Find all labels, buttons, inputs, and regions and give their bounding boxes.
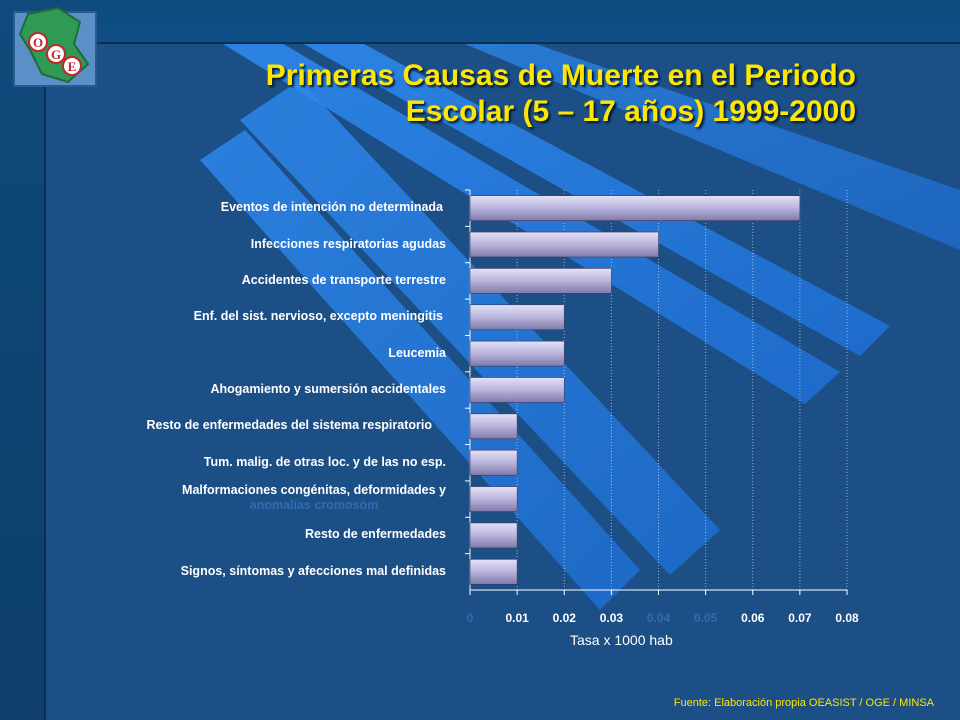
category-label: Infecciones respiratorias agudas [250, 236, 446, 251]
x-tick-label: 0.05 [693, 611, 718, 625]
svg-text:G: G [51, 47, 61, 62]
source-note: Fuente: Elaboración propia OEASIST / OGE… [673, 697, 934, 709]
x-tick-label: 0.06 [741, 611, 765, 625]
oge-logo: O G E [13, 6, 97, 87]
category-label: Eventos de intención no determinada [220, 200, 443, 215]
chart-title: Primeras Causas de Muerte en el Periodo … [96, 58, 856, 130]
category-label: Resto de enfermedades del sistema respir… [146, 418, 432, 433]
title-line-1: Primeras Causas de Muerte en el Periodo [265, 59, 856, 92]
category-label: Signos, síntomas y afecciones mal defini… [180, 563, 446, 578]
category-label: Leucemia [388, 345, 446, 360]
bar [469, 522, 518, 549]
bar [469, 231, 659, 258]
x-axis-label: Tasa x 1000 hab [570, 632, 673, 648]
bar [469, 486, 518, 512]
bar [469, 195, 801, 221]
x-tick-label: 0.08 [835, 611, 859, 625]
x-tick-label: 0.02 [552, 611, 576, 625]
category-label: Malformaciones congénitas, deformidades … [182, 483, 446, 513]
category-label: Enf. del sist. nervioso, excepto meningi… [193, 309, 443, 324]
svg-text:E: E [68, 59, 77, 74]
category-label: Accidentes de transporte terrestre [241, 272, 446, 287]
top-band [44, 0, 960, 44]
x-tick-label: 0.07 [788, 611, 812, 625]
x-tick-label: 0.04 [646, 611, 671, 625]
bar [469, 559, 518, 585]
bar [469, 377, 565, 403]
x-tick-label: 0.01 [505, 611, 529, 625]
category-label-line-2: anomalías cromosóm [249, 498, 379, 513]
category-label: Resto de enfermedades [304, 527, 446, 542]
bar [469, 413, 518, 440]
x-tick-label: 0 [466, 611, 474, 625]
bar [469, 268, 612, 294]
category-label-line-1: Malformaciones congénitas, deformidades … [182, 483, 446, 498]
bar [469, 340, 565, 367]
category-label: Ahogamiento y sumersión accidentales [210, 382, 447, 396]
title-line-2: Escolar (5 – 17 años) 1999-2000 [405, 95, 856, 128]
left-band [0, 0, 46, 720]
svg-text:O: O [33, 35, 43, 50]
bar [469, 449, 518, 476]
x-tick-label: 0.03 [599, 611, 624, 625]
bar [469, 304, 565, 331]
category-label: Tum. malig. de otras loc. y de las no es… [203, 454, 446, 469]
